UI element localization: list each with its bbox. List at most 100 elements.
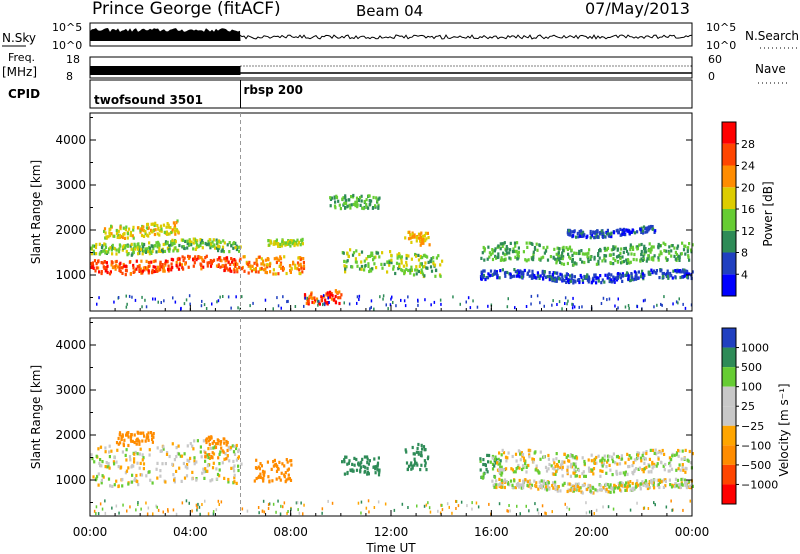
echo-cell — [638, 466, 641, 470]
echo-cell — [595, 281, 598, 285]
echo-cell — [401, 269, 404, 273]
echo-cell — [500, 453, 503, 457]
echo-cell — [277, 258, 281, 262]
echo-cell — [191, 477, 194, 481]
beam-title: Beam 04 — [356, 2, 423, 20]
echo-cell — [628, 261, 631, 265]
echo-cell — [632, 472, 635, 476]
echo-cell — [377, 473, 381, 477]
echo-cell — [613, 277, 616, 282]
colorbar-tick-label: 12 — [741, 225, 755, 238]
echo-cell — [599, 474, 602, 478]
echo-cell — [300, 266, 303, 270]
noise-cell — [212, 512, 215, 516]
noise-cell — [602, 505, 604, 509]
echo-cell — [668, 478, 671, 482]
echo-cell — [259, 472, 262, 476]
echo-cell — [509, 275, 512, 280]
echo-cell — [273, 257, 276, 261]
noise-cell — [568, 507, 571, 511]
echo-cell — [93, 244, 96, 248]
echo-cell — [149, 249, 152, 253]
colorbar-swatch — [722, 122, 736, 144]
noise-cell — [455, 500, 458, 503]
echo-cell — [161, 248, 164, 252]
echo-cell — [594, 235, 597, 239]
echo-cell — [259, 475, 262, 479]
echo-cell — [215, 238, 218, 242]
echo-cell — [303, 293, 307, 297]
echo-cell — [367, 264, 370, 268]
echo-cell — [311, 300, 314, 304]
echo-cell — [346, 204, 349, 208]
echo-cell — [522, 456, 525, 460]
echo-cell — [366, 466, 369, 470]
echo-cell — [587, 275, 590, 279]
noise-cell — [295, 501, 298, 505]
echo-cell — [345, 455, 348, 459]
echo-cell — [501, 242, 504, 246]
echo-cell — [526, 272, 529, 276]
echo-cell — [183, 246, 186, 251]
echo-cell — [126, 253, 129, 257]
echo-cell — [661, 448, 664, 453]
echo-cell — [238, 265, 241, 270]
echo-cell — [214, 246, 217, 250]
echo-cell — [419, 235, 422, 239]
echo-cell — [571, 465, 574, 469]
echo-cell — [324, 298, 327, 302]
echo-cell — [360, 267, 363, 271]
echo-cell — [430, 269, 434, 273]
echo-cell — [130, 242, 133, 246]
echo-cell — [211, 456, 214, 460]
echo-cell — [570, 488, 573, 492]
echo-cell — [129, 244, 132, 248]
echo-cell — [410, 240, 413, 244]
echo-cell — [514, 244, 517, 248]
echo-cell — [604, 259, 607, 263]
echo-cell — [135, 267, 138, 271]
echo-cell — [483, 247, 486, 251]
echo-cell — [105, 251, 108, 255]
echo-cell — [134, 247, 137, 251]
echo-cell — [683, 268, 686, 272]
echo-cell — [670, 458, 673, 462]
echo-cell — [639, 259, 642, 263]
echo-cell — [125, 458, 128, 462]
echo-cell — [192, 264, 195, 268]
echo-cell — [186, 242, 189, 246]
noise-cell — [556, 303, 558, 306]
echo-cell — [119, 441, 122, 445]
echo-cell — [626, 229, 629, 233]
noise-cell — [391, 295, 393, 299]
noise-cell — [392, 301, 394, 304]
echo-cell — [119, 261, 122, 265]
echo-cell — [628, 231, 631, 235]
echo-cell — [375, 251, 378, 255]
echo-cell — [207, 455, 210, 460]
noise-cell — [348, 302, 351, 306]
echo-cell — [548, 487, 551, 491]
echo-cell — [346, 259, 349, 263]
noise-cell — [96, 302, 98, 306]
echo-cell — [640, 252, 643, 256]
colorbar-tick-label: −100 — [741, 439, 771, 452]
sky-left-label: N.Sky — [2, 31, 36, 45]
echo-cell — [495, 270, 498, 274]
echo-cell — [655, 452, 658, 456]
echo-cell — [153, 232, 156, 237]
echo-cell — [290, 463, 293, 467]
echo-cell — [129, 458, 132, 462]
echo-cell — [643, 273, 646, 277]
echo-cell — [523, 459, 526, 463]
colorbar-tick-label: 25 — [741, 400, 755, 413]
noise-cell — [460, 500, 463, 504]
echo-cell — [520, 486, 523, 490]
echo-cell — [417, 253, 420, 257]
noise-cell — [519, 512, 521, 516]
echo-cell — [542, 255, 545, 259]
noise-cell — [279, 512, 282, 516]
echo-cell — [577, 468, 580, 473]
echo-cell — [479, 459, 482, 463]
echo-cell — [612, 262, 615, 266]
